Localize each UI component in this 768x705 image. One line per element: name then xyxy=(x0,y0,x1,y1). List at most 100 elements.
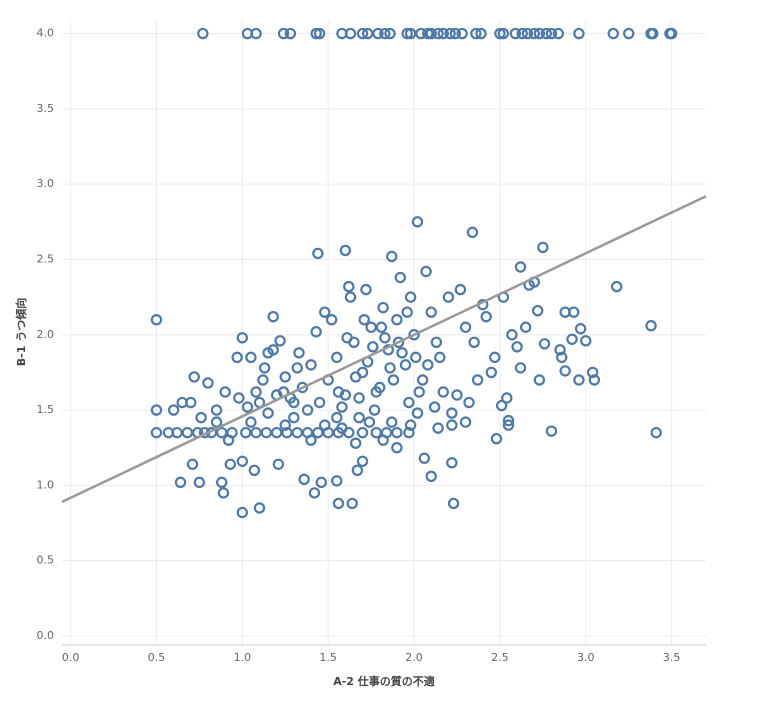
point xyxy=(288,411,300,424)
point xyxy=(332,497,345,510)
point xyxy=(319,419,331,431)
point xyxy=(610,280,623,293)
point xyxy=(339,244,352,257)
point xyxy=(258,362,271,374)
point xyxy=(404,291,417,303)
point xyxy=(245,351,257,364)
point xyxy=(502,419,515,431)
point xyxy=(386,250,398,263)
y-axis-title: B-1 うつ傾向 xyxy=(14,298,28,366)
point xyxy=(552,27,565,40)
point xyxy=(532,304,544,317)
point xyxy=(422,27,434,40)
point xyxy=(413,386,425,398)
point xyxy=(250,426,262,439)
point xyxy=(313,27,326,40)
point xyxy=(645,320,657,332)
point xyxy=(274,335,286,347)
point xyxy=(288,396,300,409)
point xyxy=(623,27,635,40)
point xyxy=(216,426,228,439)
point xyxy=(442,291,455,303)
point xyxy=(305,434,317,446)
point xyxy=(375,321,388,333)
point xyxy=(291,362,303,374)
point xyxy=(470,27,482,40)
point xyxy=(379,27,391,40)
point xyxy=(404,27,417,40)
point xyxy=(391,426,403,439)
point xyxy=(665,27,678,40)
x-tick-label: 2.0 xyxy=(405,651,423,664)
point xyxy=(444,27,456,40)
point xyxy=(425,470,437,483)
point xyxy=(310,27,322,40)
point xyxy=(586,366,599,379)
point xyxy=(425,27,437,40)
point xyxy=(537,241,549,254)
point xyxy=(262,407,274,419)
point xyxy=(420,265,432,278)
trend-line xyxy=(61,195,707,504)
point xyxy=(325,313,338,326)
point xyxy=(331,411,343,424)
point xyxy=(150,426,163,439)
point xyxy=(392,336,405,348)
point xyxy=(468,336,480,348)
point xyxy=(394,271,407,284)
point xyxy=(313,396,326,409)
point xyxy=(217,487,230,499)
point xyxy=(432,422,444,434)
point xyxy=(647,27,659,40)
point xyxy=(418,452,431,464)
point xyxy=(573,27,585,40)
point xyxy=(241,401,254,413)
point xyxy=(312,426,324,439)
point xyxy=(411,407,424,419)
point xyxy=(434,351,446,364)
point xyxy=(502,414,515,427)
point xyxy=(219,386,231,398)
point xyxy=(447,497,460,510)
y-tick-label: 2.0 xyxy=(37,328,55,341)
point xyxy=(437,27,449,40)
point xyxy=(451,389,463,401)
point xyxy=(356,27,369,40)
point xyxy=(475,27,487,40)
point xyxy=(370,426,382,439)
point xyxy=(506,329,518,341)
point xyxy=(344,291,357,303)
point xyxy=(449,27,461,40)
point xyxy=(446,419,458,431)
point xyxy=(365,321,377,333)
x-tick-label: 0.5 xyxy=(148,651,166,664)
point xyxy=(310,326,322,338)
point xyxy=(377,434,389,446)
y-tick-label: 1.0 xyxy=(37,478,55,491)
point xyxy=(521,27,534,40)
point xyxy=(411,216,424,228)
point xyxy=(511,341,523,353)
point xyxy=(301,404,314,416)
point xyxy=(236,455,249,467)
point xyxy=(607,27,619,40)
point xyxy=(403,396,415,409)
point xyxy=(410,351,422,364)
point xyxy=(559,306,571,318)
point xyxy=(580,335,592,347)
point xyxy=(490,432,503,445)
point xyxy=(480,310,492,323)
point xyxy=(231,351,243,364)
point xyxy=(391,442,403,454)
point xyxy=(514,261,527,273)
point xyxy=(399,359,412,371)
point xyxy=(181,426,194,439)
point xyxy=(538,338,551,350)
point xyxy=(509,27,522,40)
point xyxy=(279,419,291,431)
point xyxy=(516,27,528,40)
point xyxy=(298,473,310,486)
point xyxy=(216,476,228,489)
point xyxy=(416,374,429,386)
point xyxy=(386,416,398,428)
